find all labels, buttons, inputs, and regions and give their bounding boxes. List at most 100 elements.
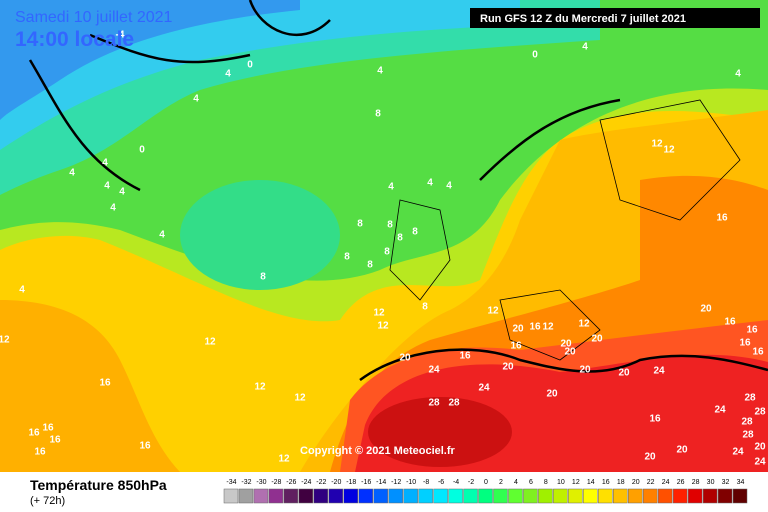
scale-label: 26 (677, 479, 685, 486)
scale-label: -8 (423, 479, 429, 486)
color-swatch (223, 488, 239, 504)
contour-label: 4 (582, 42, 588, 53)
contour-label: 28 (744, 393, 756, 404)
contour-label: 12 (578, 319, 590, 330)
color-swatch (448, 488, 463, 504)
contour-label: 8 (344, 252, 350, 263)
contour-label: 24 (714, 405, 726, 416)
scale-label: 16 (602, 479, 610, 486)
contour-label: 8 (357, 219, 363, 230)
color-swatch (553, 488, 568, 504)
contour-label: 4 (110, 203, 116, 214)
contour-label: 4 (104, 181, 110, 192)
scale-label: -2 (468, 479, 474, 486)
color-swatch (268, 488, 284, 504)
scale-label: -12 (391, 479, 401, 486)
color-swatch (672, 488, 688, 504)
scale-label: 32 (722, 479, 730, 486)
scale-label: 30 (707, 479, 715, 486)
contour-label: 4 (159, 230, 165, 241)
contour-label: 28 (428, 398, 440, 409)
color-swatch (598, 488, 613, 504)
contour-label: 12 (651, 139, 663, 150)
color-swatch (418, 488, 433, 504)
contour-label: 8 (384, 247, 390, 258)
color-swatch (478, 488, 493, 504)
color-swatch (283, 488, 299, 504)
contour-label: 16 (649, 414, 661, 425)
contour-label: 8 (412, 227, 418, 238)
contour-label: 12 (373, 308, 385, 319)
contour-label: 20 (676, 445, 688, 456)
contour-label: -4 (116, 30, 125, 41)
contour-label: 12 (487, 306, 499, 317)
contour-label: 16 (459, 351, 471, 362)
color-swatch (657, 488, 673, 504)
contour-label: 16 (529, 322, 541, 333)
contour-label: 4 (388, 182, 394, 193)
color-swatch (613, 488, 628, 504)
scale-label: -20 (331, 479, 341, 486)
scale-label: 2 (499, 479, 503, 486)
scale-label: -22 (316, 479, 326, 486)
color-swatch (313, 488, 329, 504)
color-swatch (568, 488, 583, 504)
run-box (470, 8, 760, 28)
scale-label: -16 (361, 479, 371, 486)
contour-label: 12 (542, 322, 554, 333)
contour-label: 24 (754, 457, 766, 468)
contour-label: 24 (478, 383, 490, 394)
contour-label: 4 (377, 66, 383, 77)
scale-label: -34 (226, 479, 236, 486)
contour-label: 8 (375, 109, 381, 120)
color-swatch (732, 488, 748, 504)
scale-label: 20 (632, 479, 640, 486)
contour-label: 16 (28, 428, 40, 439)
contour-label: 12 (204, 337, 216, 348)
contour-label: 20 (546, 389, 558, 400)
contour-label: 24 (428, 365, 440, 376)
color-swatch (687, 488, 703, 504)
contour-label: 16 (752, 347, 764, 358)
scale-label: -28 (271, 479, 281, 486)
contour-label: 4 (19, 285, 25, 296)
contour-label: 16 (34, 447, 46, 458)
contour-label: 12 (663, 145, 675, 156)
contour-label: 12 (254, 382, 266, 393)
contour-label: 8 (422, 302, 428, 313)
contour-label: 16 (746, 325, 758, 336)
contour-label: 20 (754, 442, 766, 453)
contour-label: 0 (247, 60, 253, 71)
contour-label: 12 (294, 393, 306, 404)
scale-label: 12 (572, 479, 580, 486)
scale-label: 8 (544, 479, 548, 486)
contour-label: 24 (732, 447, 744, 458)
contour-label: 16 (716, 213, 728, 224)
scale-label: 4 (514, 479, 518, 486)
contour-label: 0 (532, 50, 538, 61)
run-info: Run GFS 12 Z du Mercredi 7 juillet 2021 (480, 13, 686, 25)
contour-label: 24 (653, 366, 665, 377)
contour-label: 20 (560, 339, 572, 350)
contour-label: 20 (591, 334, 603, 345)
forecast-date: Samedi 10 juillet 2021 (15, 9, 173, 26)
scale-label: -10 (406, 479, 416, 486)
contour-label: 28 (448, 398, 460, 409)
color-swatch (508, 488, 523, 504)
forecast-time: 14:00 locale (15, 28, 134, 51)
contour-label: 8 (397, 233, 403, 244)
contour-label: 28 (754, 407, 766, 418)
contour-label: 16 (42, 423, 54, 434)
color-swatch (538, 488, 553, 504)
scale-label: 18 (617, 479, 625, 486)
contour-label: 4 (102, 158, 108, 169)
contour-label: 16 (739, 338, 751, 349)
color-swatch (583, 488, 598, 504)
scale-label: -30 (256, 479, 266, 486)
contour-label: 20 (512, 324, 524, 335)
color-swatch (493, 488, 508, 504)
scale-label: -14 (376, 479, 386, 486)
contour-label: 8 (260, 272, 266, 283)
legend-title: Température 850hPa (30, 477, 167, 493)
scale-label: 28 (692, 479, 700, 486)
